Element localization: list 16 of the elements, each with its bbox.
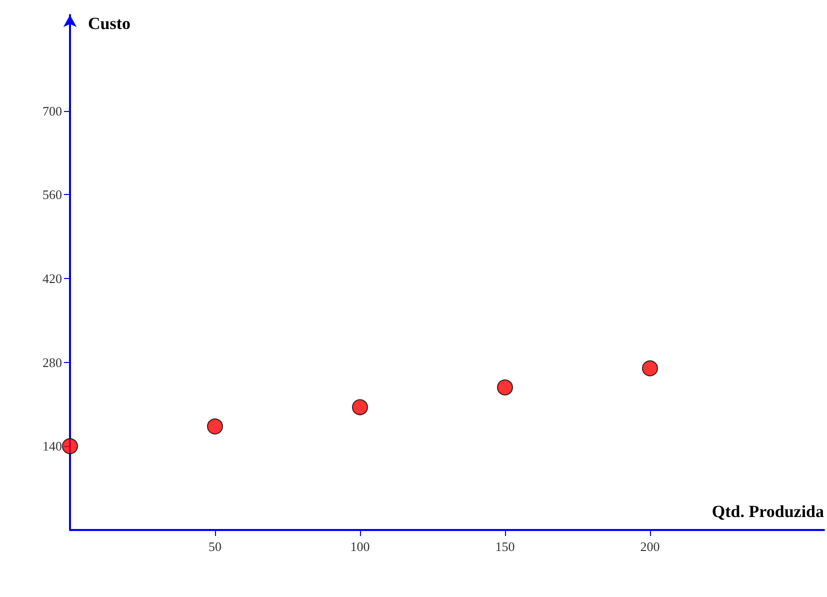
y-axis-title: Custo bbox=[88, 14, 131, 33]
x-tick-label: 100 bbox=[350, 539, 370, 554]
y-tick-label: 420 bbox=[42, 270, 62, 286]
y-tick-label: 140 bbox=[42, 438, 62, 454]
point bbox=[642, 360, 658, 376]
x-tick-label: 200 bbox=[640, 539, 660, 554]
x-axis-title: Qtd. Produzida bbox=[712, 502, 824, 521]
point bbox=[352, 399, 368, 416]
point bbox=[497, 379, 513, 396]
x-tick-label: 150 bbox=[495, 539, 515, 554]
x-tick-label: 50 bbox=[208, 539, 222, 554]
y-tick-label: 700 bbox=[42, 103, 62, 118]
point bbox=[62, 438, 78, 454]
y-tick-label: 280 bbox=[42, 354, 62, 370]
point bbox=[207, 418, 223, 434]
y-tick-label: 560 bbox=[42, 187, 62, 202]
